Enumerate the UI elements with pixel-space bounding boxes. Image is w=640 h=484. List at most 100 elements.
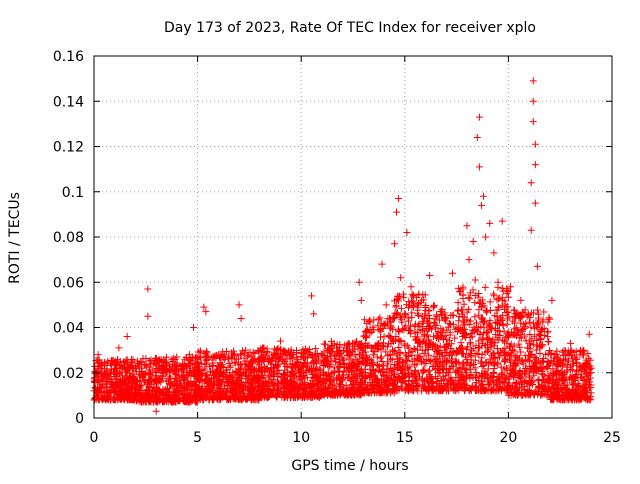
data-point [530, 372, 538, 380]
data-point [551, 378, 559, 386]
data-point [439, 326, 447, 334]
data-point [352, 355, 360, 363]
data-point [390, 365, 398, 373]
data-point [417, 357, 425, 365]
data-point [181, 383, 189, 391]
data-point [332, 344, 340, 352]
data-point [511, 319, 519, 327]
data-point [573, 355, 581, 363]
data-point [530, 358, 538, 366]
data-point [315, 380, 323, 388]
data-point [368, 360, 376, 368]
data-point [553, 394, 561, 402]
data-point [249, 391, 257, 399]
y-axis-label: ROTI / TECUs [7, 192, 23, 284]
data-point [411, 366, 419, 374]
data-point [401, 361, 409, 369]
data-point [498, 317, 506, 325]
data-point [320, 340, 328, 348]
data-point [252, 376, 260, 384]
data-point [263, 348, 271, 356]
data-point [532, 366, 540, 374]
data-point [460, 300, 468, 308]
data-point [226, 395, 234, 403]
data-point [356, 341, 364, 349]
data-point [559, 360, 567, 368]
data-point [148, 376, 156, 384]
data-point [463, 308, 471, 316]
data-point [528, 335, 536, 343]
data-point [246, 348, 254, 356]
data-point [526, 331, 534, 339]
data-point [274, 384, 282, 392]
data-point [430, 301, 438, 309]
data-point [361, 316, 369, 324]
data-point [112, 375, 120, 383]
data-point [498, 217, 506, 225]
data-point [529, 118, 537, 126]
data-point [297, 369, 305, 377]
axis-ticks: 0 5 10 15 20 25 0 0.02 0.04 0.06 0.08 0.1 0.12 0.14 0.… [53, 49, 621, 446]
data-point [487, 324, 495, 332]
data-point [248, 396, 256, 404]
data-point [298, 380, 306, 388]
data-point [271, 352, 279, 360]
data-point [419, 322, 427, 330]
data-point [531, 161, 539, 169]
data-point [438, 311, 446, 319]
data-point [542, 363, 550, 371]
data-point [378, 341, 386, 349]
data-point [366, 325, 374, 333]
data-point [273, 362, 281, 370]
data-point [197, 391, 205, 399]
data-point [330, 368, 338, 376]
data-point [493, 334, 501, 342]
data-point [459, 291, 467, 299]
data-point [494, 320, 502, 328]
data-point [447, 321, 455, 329]
data-point [237, 351, 245, 359]
data-point [498, 302, 506, 310]
data-point [327, 352, 335, 360]
data-point [309, 393, 317, 401]
data-point [547, 371, 555, 379]
data-point [176, 396, 184, 404]
data-point [512, 378, 520, 386]
data-point [264, 387, 272, 395]
data-point [166, 393, 174, 401]
data-point [380, 376, 388, 384]
data-point [226, 362, 234, 370]
data-point [504, 308, 512, 316]
data-point [461, 330, 469, 338]
data-point [330, 351, 338, 359]
data-point [113, 394, 121, 402]
data-point [235, 301, 243, 309]
data-point [382, 301, 390, 309]
data-point [515, 384, 523, 392]
data-point [429, 302, 437, 310]
data-point [379, 385, 387, 393]
data-point [413, 360, 421, 368]
data-point [507, 340, 515, 348]
data-point [180, 375, 188, 383]
data-point [441, 332, 449, 340]
data-point [475, 113, 483, 121]
data-point [158, 366, 166, 374]
data-point [153, 389, 161, 397]
data-point [483, 308, 491, 316]
data-point [465, 372, 473, 380]
data-point [407, 283, 415, 291]
data-point [189, 353, 197, 361]
data-point [165, 375, 173, 383]
data-point [530, 324, 538, 332]
data-point [422, 346, 430, 354]
data-point [429, 343, 437, 351]
data-point [536, 350, 544, 358]
data-point [156, 397, 164, 405]
data-point [463, 359, 471, 367]
data-point [326, 380, 334, 388]
data-point [485, 346, 493, 354]
data-point [197, 385, 205, 393]
data-point [485, 321, 493, 329]
